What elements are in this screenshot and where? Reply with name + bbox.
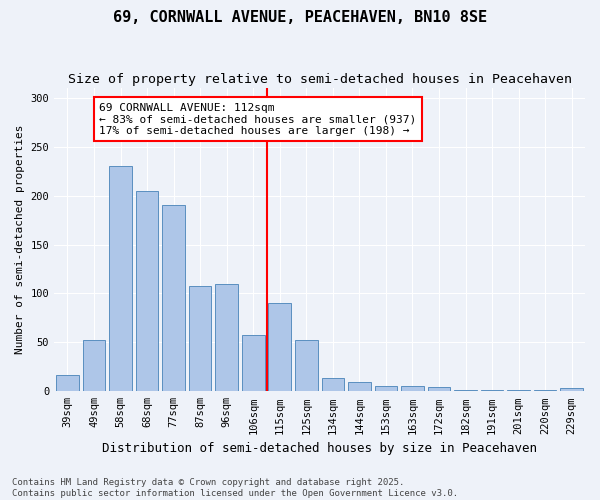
- Bar: [83, 340, 105, 392]
- Text: Contains HM Land Registry data © Crown copyright and database right 2025.
Contai: Contains HM Land Registry data © Crown c…: [12, 478, 458, 498]
- Bar: [189, 286, 211, 392]
- Bar: [534, 390, 556, 392]
- Bar: [242, 334, 265, 392]
- Bar: [268, 304, 291, 392]
- Bar: [401, 386, 424, 392]
- Bar: [560, 388, 583, 392]
- Bar: [348, 382, 371, 392]
- Bar: [374, 386, 397, 392]
- Bar: [56, 374, 79, 392]
- Bar: [136, 191, 158, 392]
- Bar: [481, 390, 503, 392]
- Bar: [295, 340, 317, 392]
- Bar: [322, 378, 344, 392]
- Bar: [109, 166, 132, 392]
- Bar: [163, 206, 185, 392]
- Bar: [508, 390, 530, 392]
- Title: Size of property relative to semi-detached houses in Peacehaven: Size of property relative to semi-detach…: [68, 72, 572, 86]
- Y-axis label: Number of semi-detached properties: Number of semi-detached properties: [15, 125, 25, 354]
- Bar: [454, 390, 477, 392]
- Text: 69, CORNWALL AVENUE, PEACEHAVEN, BN10 8SE: 69, CORNWALL AVENUE, PEACEHAVEN, BN10 8S…: [113, 10, 487, 25]
- Bar: [428, 388, 451, 392]
- Text: 69 CORNWALL AVENUE: 112sqm
← 83% of semi-detached houses are smaller (937)
17% o: 69 CORNWALL AVENUE: 112sqm ← 83% of semi…: [99, 102, 416, 136]
- X-axis label: Distribution of semi-detached houses by size in Peacehaven: Distribution of semi-detached houses by …: [102, 442, 537, 455]
- Bar: [215, 284, 238, 392]
